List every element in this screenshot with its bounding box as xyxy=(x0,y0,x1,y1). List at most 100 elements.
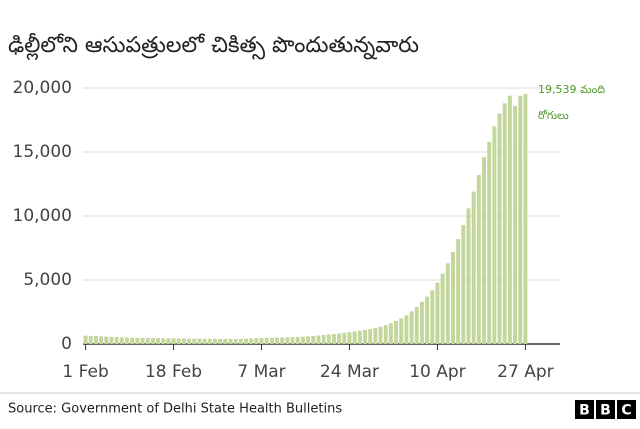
bar xyxy=(218,338,223,344)
bar xyxy=(99,336,104,344)
bar xyxy=(331,334,336,344)
bar xyxy=(197,338,202,344)
bar xyxy=(156,338,160,344)
bar xyxy=(140,337,145,344)
y-tick-label: 15,000 xyxy=(13,142,72,162)
annotation: 19,539 మంది xyxy=(538,83,605,96)
bar xyxy=(238,338,243,344)
bar xyxy=(109,336,114,344)
bar xyxy=(311,335,316,344)
bar xyxy=(316,335,321,344)
bar xyxy=(275,337,280,344)
bar xyxy=(202,338,207,344)
bar xyxy=(119,337,124,344)
bar xyxy=(171,338,176,344)
logo-letter: B xyxy=(600,403,611,419)
bar xyxy=(290,337,295,344)
x-tick-label: 1 Feb xyxy=(62,362,108,382)
bar xyxy=(161,338,166,344)
logo-block xyxy=(596,400,615,419)
bar xyxy=(425,296,430,344)
bar xyxy=(125,337,129,344)
bar xyxy=(233,338,238,344)
bar xyxy=(295,336,300,344)
bar xyxy=(430,290,435,344)
bar xyxy=(228,338,233,344)
bar xyxy=(513,105,518,344)
bar xyxy=(181,338,186,344)
bar xyxy=(399,318,404,344)
bar xyxy=(130,337,135,344)
bar xyxy=(451,251,455,344)
bar xyxy=(378,326,383,344)
x-tick-label: 7 Mar xyxy=(237,362,285,382)
bar xyxy=(409,311,414,344)
logo-letter: B xyxy=(579,403,590,419)
bar xyxy=(347,332,352,344)
bar xyxy=(404,315,409,344)
bar xyxy=(269,337,274,344)
bar xyxy=(388,323,393,344)
bar xyxy=(254,338,259,344)
bar xyxy=(523,93,528,344)
bar xyxy=(456,239,461,344)
bar xyxy=(363,329,367,344)
bar xyxy=(466,208,471,344)
bar xyxy=(135,337,140,344)
bar xyxy=(212,338,217,344)
bar xyxy=(373,328,378,344)
bar xyxy=(249,338,254,344)
bar xyxy=(280,337,285,344)
bar xyxy=(306,336,311,344)
bar xyxy=(187,338,192,344)
bar xyxy=(394,320,399,344)
bar xyxy=(114,337,119,344)
bar xyxy=(150,338,155,344)
chart-title: ఢిల్లీలోని ఆసుపత్రులలో చికిత్స పొందుతున్… xyxy=(8,33,419,61)
bar xyxy=(176,338,181,344)
x-tick-label: 27 Apr xyxy=(497,362,553,382)
y-tick-label: 10,000 xyxy=(13,206,72,226)
bar xyxy=(440,273,445,344)
bar xyxy=(507,95,512,345)
bar xyxy=(104,336,109,344)
bar xyxy=(482,157,486,344)
bar xyxy=(518,95,523,345)
bar xyxy=(383,325,388,344)
y-tick-label: 20,000 xyxy=(13,78,72,98)
bar xyxy=(419,301,424,344)
bar xyxy=(487,141,492,344)
bar xyxy=(326,334,331,344)
bar xyxy=(461,224,466,344)
bar xyxy=(352,331,357,344)
bar xyxy=(414,306,419,344)
bar xyxy=(435,282,440,344)
logo-block xyxy=(617,400,636,419)
bar xyxy=(497,113,502,344)
x-tick-label: 10 Apr xyxy=(409,362,465,382)
bar xyxy=(259,337,264,344)
bar xyxy=(337,333,342,344)
logo-letter: C xyxy=(621,403,631,419)
bar xyxy=(502,103,507,344)
bar xyxy=(445,263,450,344)
bar xyxy=(223,338,228,344)
y-tick-label: 0 xyxy=(61,334,72,354)
bar xyxy=(207,338,212,344)
bar xyxy=(145,337,150,344)
bar xyxy=(83,335,88,344)
bar xyxy=(357,330,362,344)
x-tick-label: 24 Mar xyxy=(320,362,379,382)
bar xyxy=(471,191,476,344)
logo-block xyxy=(575,400,594,419)
bar xyxy=(321,335,326,344)
bar xyxy=(492,126,497,345)
bar xyxy=(192,338,197,344)
y-tick-label: 5,000 xyxy=(23,270,72,290)
bar xyxy=(285,337,290,344)
bar xyxy=(166,338,171,344)
bar xyxy=(264,337,269,344)
